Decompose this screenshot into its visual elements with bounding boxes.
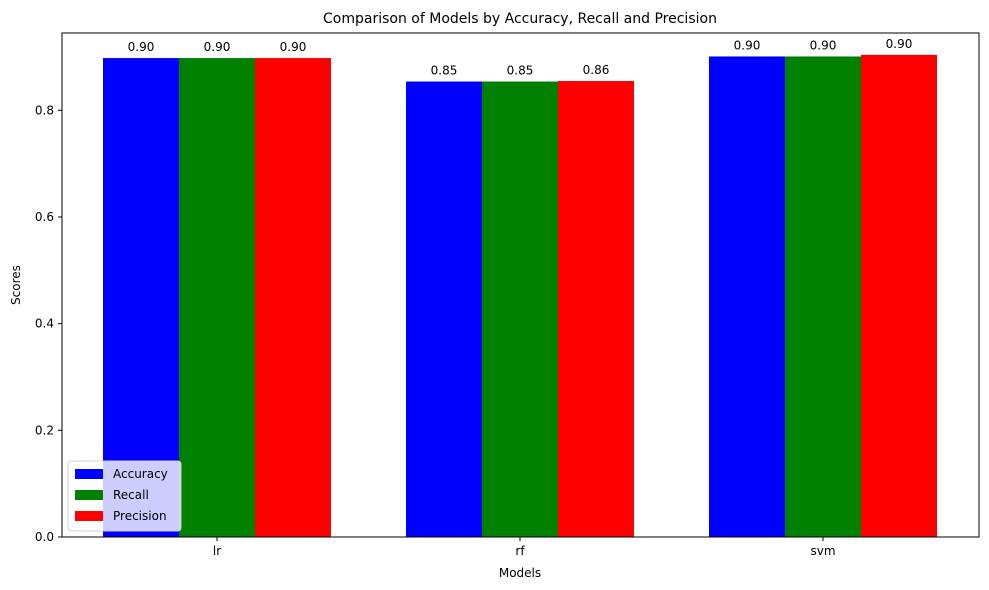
- bar-rf-accuracy: [406, 81, 482, 538]
- legend-label-recall: Recall: [113, 488, 149, 502]
- bar-rf-precision: [558, 81, 634, 537]
- legend-swatch-recall: [75, 490, 103, 500]
- legend-swatch-accuracy: [75, 469, 103, 479]
- data-label-svm-accuracy: 0.90: [734, 38, 761, 52]
- legend-label-precision: Precision: [113, 509, 167, 523]
- legend-label-accuracy: Accuracy: [113, 467, 168, 481]
- data-label-lr-precision: 0.90: [280, 40, 307, 54]
- value-labels-layer: 0.90 0.85 0.90 0.90 0.85 0.90 0.90 0.86 0.90: [128, 37, 913, 78]
- bar-rf-recall: [482, 81, 558, 538]
- bar-svm-precision: [861, 54, 937, 537]
- data-label-lr-recall: 0.90: [204, 40, 231, 54]
- bar-svm-accuracy: [709, 56, 785, 537]
- data-label-rf-recall: 0.85: [507, 64, 534, 78]
- data-label-rf-precision: 0.86: [583, 63, 610, 77]
- x-tick-label-svm: svm: [810, 544, 835, 558]
- x-axis: lr rf svm: [213, 537, 836, 558]
- bar-lr-recall: [179, 58, 255, 538]
- legend-swatch-precision: [75, 511, 103, 521]
- y-tick-label: 0.6: [35, 210, 54, 224]
- data-label-lr-accuracy: 0.90: [128, 40, 155, 54]
- y-tick-label: 0.2: [35, 423, 54, 437]
- bars-layer: [103, 54, 937, 538]
- data-label-svm-recall: 0.90: [810, 38, 837, 52]
- y-tick-label: 0.0: [35, 530, 54, 544]
- bar-svm-recall: [785, 56, 861, 537]
- y-tick-label: 0.8: [35, 103, 54, 117]
- x-axis-label: Models: [499, 566, 541, 580]
- chart-title: Comparison of Models by Accuracy, Recall…: [323, 11, 717, 27]
- data-label-svm-precision: 0.90: [886, 37, 913, 51]
- x-tick-label-lr: lr: [213, 544, 221, 558]
- x-tick-label-rf: rf: [515, 544, 525, 558]
- bar-lr-precision: [255, 58, 331, 538]
- data-label-rf-accuracy: 0.85: [431, 64, 458, 78]
- legend: Accuracy Recall Precision: [67, 460, 182, 532]
- y-axis: 0.0 0.2 0.4 0.6 0.8: [35, 103, 62, 544]
- bar-lr-accuracy: [103, 58, 179, 538]
- y-axis-label: Scores: [9, 265, 23, 305]
- y-tick-label: 0.4: [35, 317, 54, 331]
